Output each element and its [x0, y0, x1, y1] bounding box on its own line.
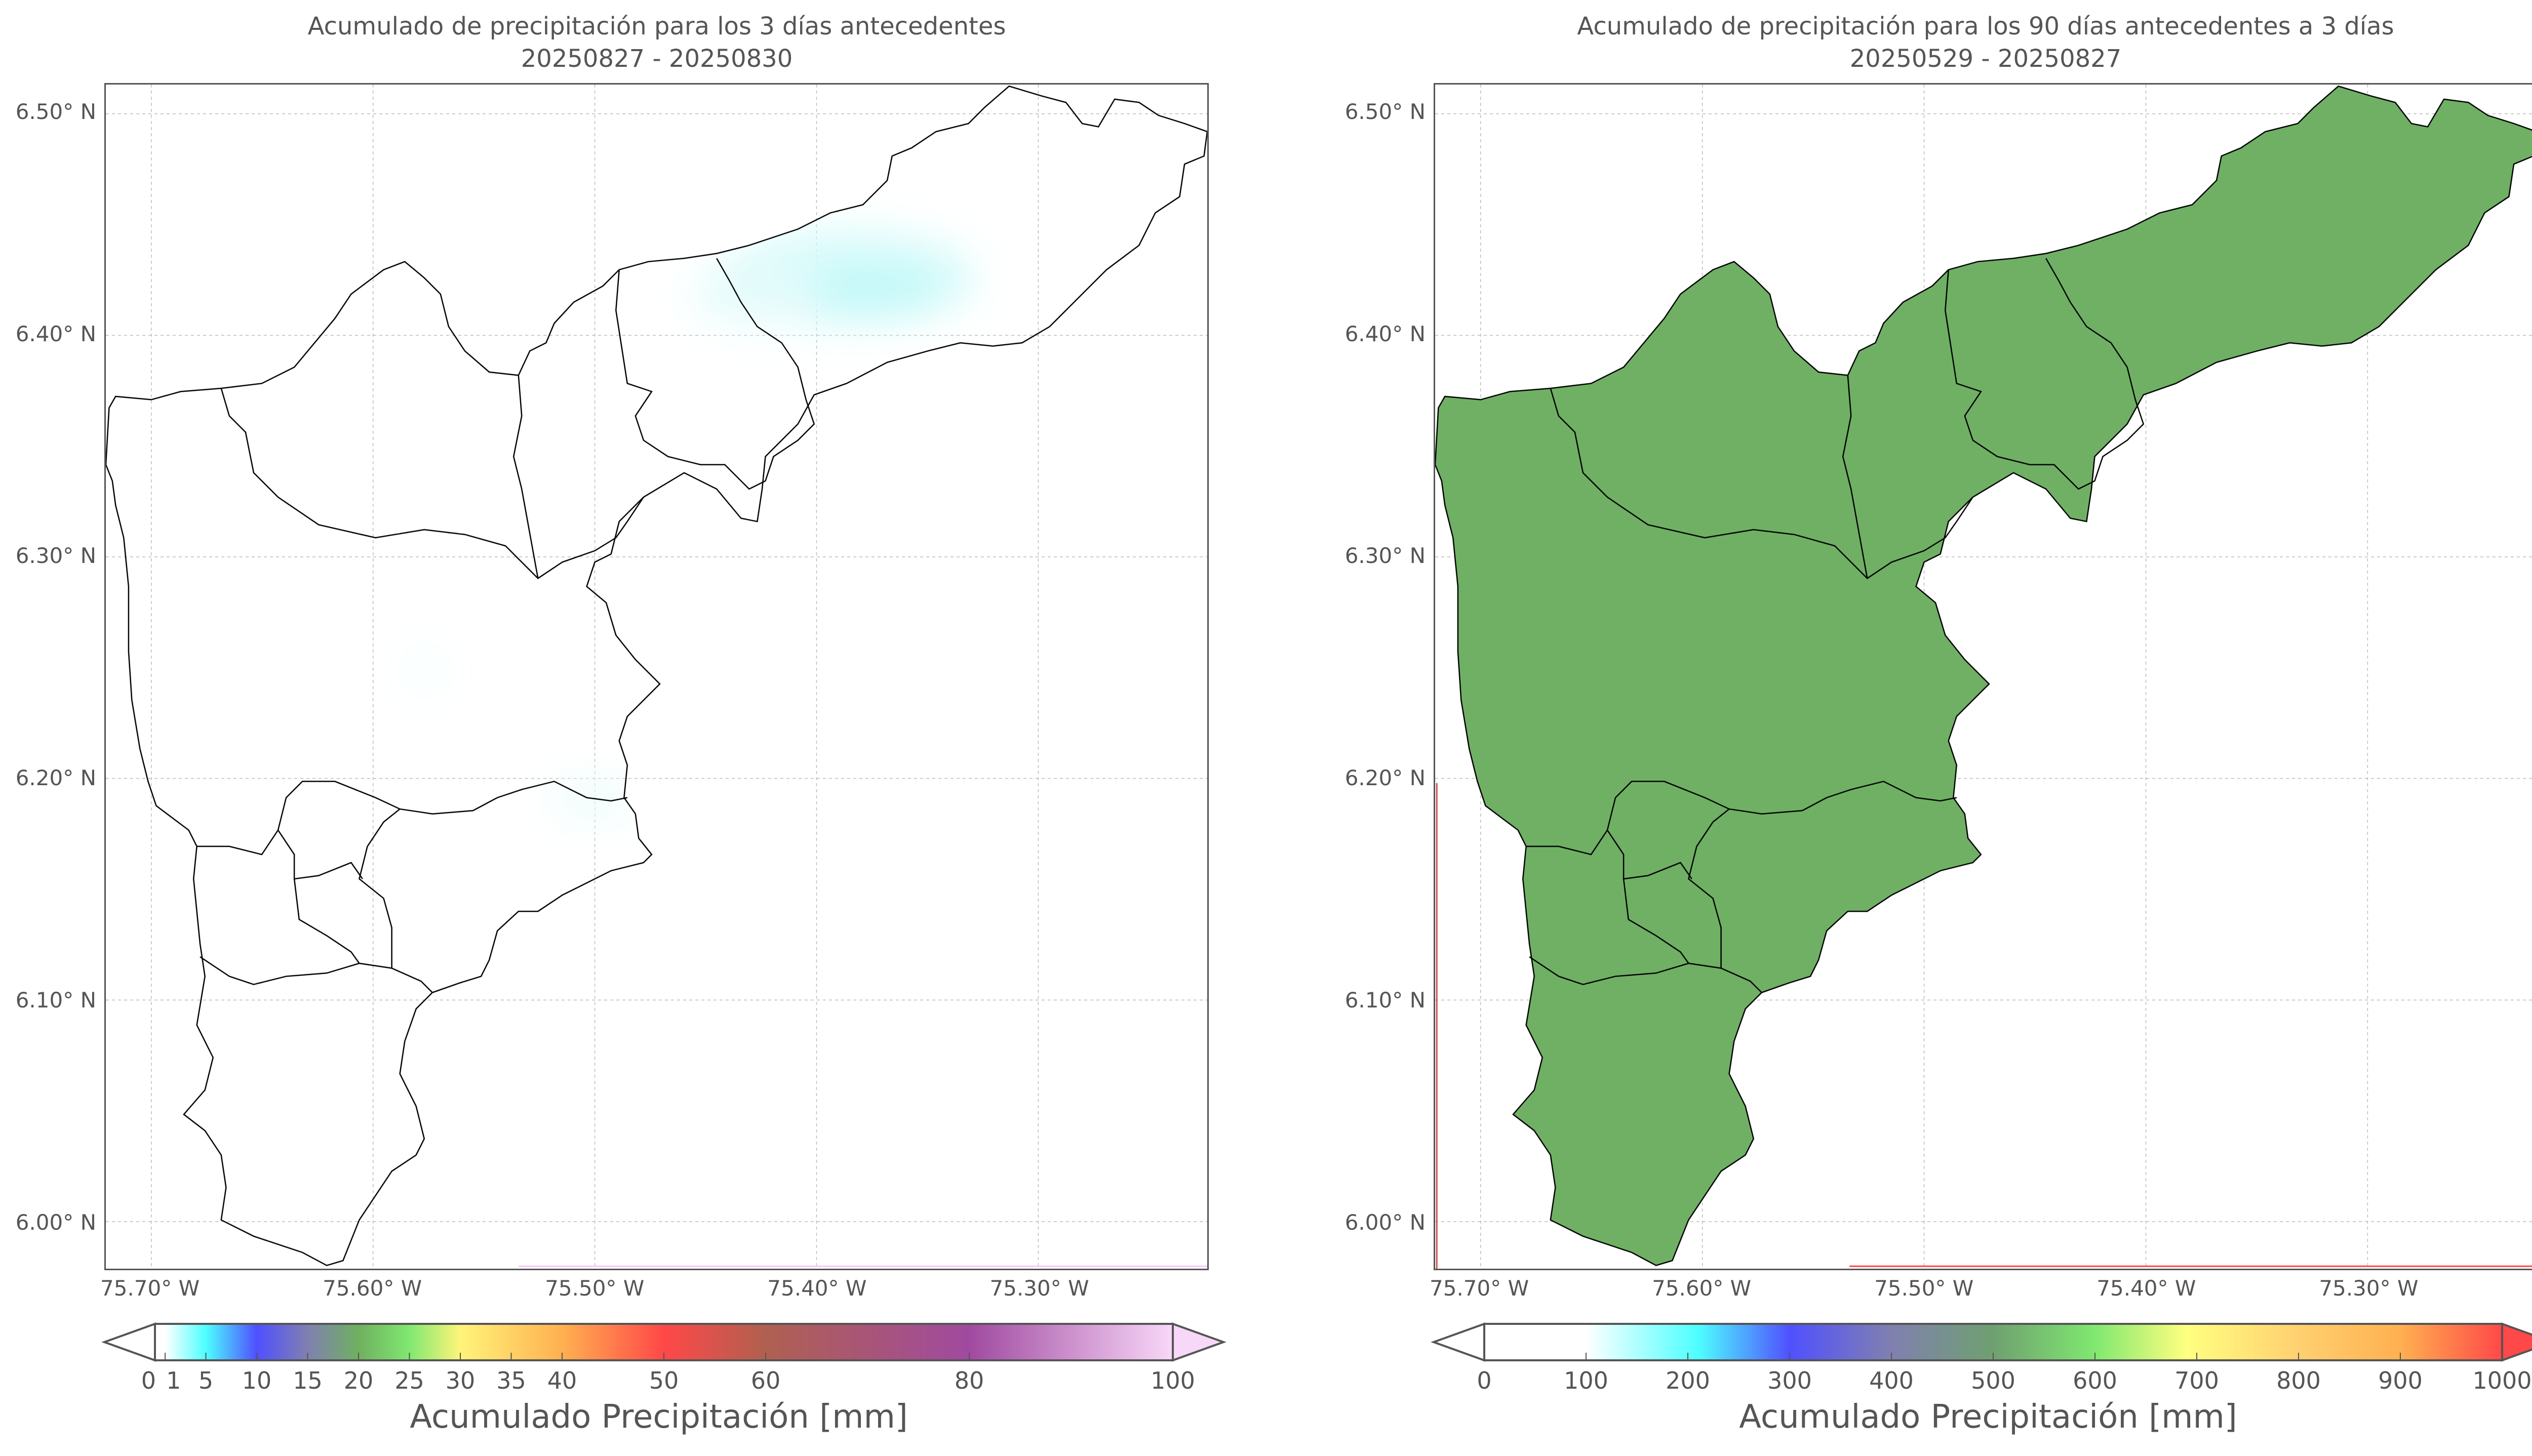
precip-cell: [552, 776, 634, 822]
colorbar-tick-label: 60: [750, 1367, 781, 1394]
lat-tick-label: 6.10° N: [1344, 987, 1426, 1013]
municipality-boundary: [1529, 957, 1762, 993]
municipality-boundary: [278, 830, 363, 879]
left-map-title: Acumulado de precipitación para los 3 dí…: [49, 10, 1264, 75]
colorbar-extend-max: [2501, 1322, 2532, 1362]
precip-cell: [796, 265, 943, 310]
study-area-boundary: [106, 86, 1207, 1265]
right-map-90day: [1434, 83, 2532, 1270]
lon-tick-label: 75.30° W: [990, 1276, 1089, 1301]
lat-tick-label: 6.40° N: [1344, 321, 1426, 346]
right-title-line2: 20250529 - 20250827: [1849, 45, 2122, 73]
colorbar-tick-label: 500: [1971, 1367, 2015, 1394]
colorbar-extend-max: [1172, 1322, 1227, 1362]
lon-tick-label: 75.60° W: [323, 1276, 422, 1301]
colorbar-tick-label: 10: [242, 1367, 272, 1394]
colorbar-tick-label: 25: [394, 1367, 424, 1394]
left-title-line1: Acumulado de precipitación para los 3 dí…: [307, 12, 1006, 41]
precip-cell: [690, 266, 821, 325]
municipality-boundary: [221, 388, 644, 578]
colorbar-tick-label: 300: [1767, 1367, 1812, 1394]
lon-tick-label: 75.50° W: [1874, 1276, 1974, 1301]
lon-tick-label: 75.40° W: [767, 1276, 867, 1301]
municipality-boundary: [1607, 830, 1692, 879]
precipitation-field: [419, 229, 977, 822]
municipality-boundary: [200, 957, 432, 993]
colorbar-tick-label: 1000: [2472, 1367, 2532, 1394]
colorbar-tick-label: 100: [1564, 1367, 1608, 1394]
lon-tick-label: 75.70° W: [1430, 1276, 1529, 1301]
right-map-title: Acumulado de precipitación para los 90 d…: [1378, 10, 2532, 75]
lat-tick-label: 6.30° N: [1344, 543, 1426, 569]
colorbar-tick-label: 200: [1666, 1367, 1710, 1394]
left-map-3day: [104, 83, 1209, 1270]
municipality-boundary: [359, 809, 400, 968]
precip-cell: [419, 666, 432, 676]
colorbar-tick-label: 50: [649, 1367, 679, 1394]
colorbar-extend-min: [101, 1322, 156, 1362]
lat-tick-label: 6.00° N: [15, 1209, 96, 1235]
lat-tick-label: 6.20° N: [15, 765, 96, 791]
colorbar-tick-label: 30: [445, 1367, 476, 1394]
colorbar-extend-min: [1431, 1322, 1485, 1362]
lat-tick-label: 6.50° N: [1344, 99, 1426, 124]
left-colorbar-label: Acumulado Precipitación [mm]: [410, 1398, 908, 1436]
map-canvas: [106, 85, 1207, 1269]
lat-tick-label: 6.30° N: [15, 543, 96, 569]
right-title-line1: Acumulado de precipitación para los 90 d…: [1577, 12, 2394, 41]
municipality-boundary: [616, 258, 814, 489]
colorbar-tick-label: 20: [343, 1367, 374, 1394]
colorbar-tick-label: 600: [2073, 1367, 2117, 1394]
study-area-boundary: [1435, 86, 2532, 1265]
lon-tick-label: 75.70° W: [100, 1276, 200, 1301]
colorbar-tick-label: 35: [496, 1367, 526, 1394]
colorbar-tick-label: 400: [1869, 1367, 1914, 1394]
colorbar-tick-label: 15: [293, 1367, 323, 1394]
left-colorbar: [101, 1316, 1227, 1367]
municipality-boundary: [1843, 375, 1867, 578]
municipality-boundary: [294, 879, 359, 963]
colorbar-tick-label: 40: [547, 1367, 577, 1394]
colorbar-tick-label: 5: [198, 1367, 214, 1394]
lon-tick-label: 75.30° W: [2319, 1276, 2419, 1301]
lon-tick-label: 75.60° W: [1652, 1276, 1752, 1301]
colorbar-tick-label: 0: [1477, 1367, 1492, 1394]
colorbar-tick-label: 800: [2276, 1367, 2321, 1394]
left-title-line2: 20250827 - 20250830: [521, 45, 793, 73]
municipality-boundary: [513, 375, 538, 578]
colorbar-tick-label: 900: [2378, 1367, 2423, 1394]
colorbar-tick-label: 100: [1151, 1367, 1195, 1394]
right-colorbar-label: Acumulado Precipitación [mm]: [1739, 1398, 2237, 1436]
lon-tick-label: 75.50° W: [545, 1276, 645, 1301]
lat-tick-label: 6.10° N: [15, 987, 96, 1013]
lat-tick-label: 6.50° N: [15, 99, 96, 124]
lon-tick-label: 75.40° W: [2096, 1276, 2196, 1301]
municipality-boundary: [1624, 879, 1688, 963]
map-canvas: [1435, 85, 2532, 1269]
colorbar-tick-label: 0: [141, 1367, 156, 1394]
colorbar-tick-label: 700: [2174, 1367, 2219, 1394]
right-colorbar: [1431, 1316, 2532, 1367]
municipality-boundary: [1945, 258, 2143, 489]
colorbar-tick-label: 80: [954, 1367, 984, 1394]
municipality-boundary: [1688, 809, 1729, 968]
municipality-boundary: [1551, 388, 1973, 578]
lat-tick-label: 6.40° N: [15, 321, 96, 346]
colorbar-tick-label: 1: [166, 1367, 181, 1394]
lat-tick-label: 6.20° N: [1344, 765, 1426, 791]
lat-tick-label: 6.00° N: [1344, 1209, 1426, 1235]
